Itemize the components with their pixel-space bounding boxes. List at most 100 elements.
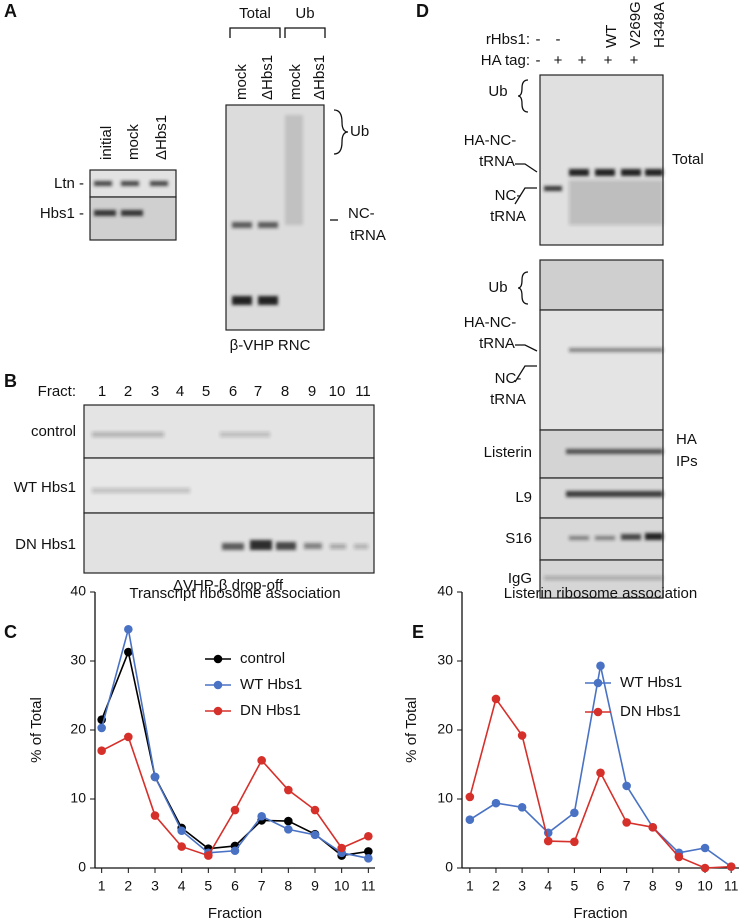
band-label: tRNA <box>490 208 526 225</box>
chart-title: Listerin ribosome association <box>504 585 697 602</box>
fraction-label: 1 <box>98 383 106 400</box>
fraction-label: 9 <box>308 383 316 400</box>
data-point <box>284 816 293 826</box>
y-tick-label: 40 <box>437 583 453 599</box>
condition: WT <box>603 25 620 48</box>
data-point <box>177 842 186 851</box>
data-point <box>648 822 658 832</box>
x-tick-label: 1 <box>98 878 106 894</box>
fract-label: Fract: <box>38 383 76 400</box>
brackets <box>229 27 538 383</box>
fraction-label: 6 <box>229 383 237 400</box>
legend-marker <box>593 707 603 717</box>
chart-title: Transcript ribosome association <box>129 585 340 602</box>
band-label: Ub <box>488 279 507 296</box>
condition: + <box>578 52 587 69</box>
condition: - <box>556 31 561 48</box>
data-point <box>517 731 527 740</box>
data-point <box>310 830 320 840</box>
condition: H348A <box>651 2 668 48</box>
data-point <box>622 781 631 791</box>
condition: + <box>604 52 613 69</box>
data-point <box>700 863 710 873</box>
data-point <box>364 854 373 863</box>
legend-label: DN Hbs1 <box>240 702 301 719</box>
condition: V269G <box>627 1 644 48</box>
y-tick-label: 30 <box>70 652 86 668</box>
data-point <box>622 818 631 827</box>
legend-marker <box>213 654 223 664</box>
data-point <box>491 798 501 808</box>
data-point <box>230 805 240 815</box>
condition: - <box>536 52 541 69</box>
fraction-label: 8 <box>281 383 289 400</box>
y-tick-label: 30 <box>437 652 453 668</box>
data-point <box>284 785 293 795</box>
band-label: NC- <box>495 370 522 387</box>
fraction-label: 10 <box>329 383 346 400</box>
fraction-label: 3 <box>151 383 159 400</box>
data-point <box>570 808 579 818</box>
fraction-label: 11 <box>355 383 371 400</box>
data-point <box>257 811 266 821</box>
data-point <box>596 768 605 778</box>
legend-marker <box>213 680 223 690</box>
condition: + <box>630 52 639 69</box>
x-axis-label: Fraction <box>208 905 262 922</box>
data-point <box>674 852 684 862</box>
data-point <box>700 843 710 853</box>
row-label: HA tag: <box>481 52 530 69</box>
row-label: WT Hbs1 <box>14 479 76 496</box>
y-tick-label: 0 <box>445 859 453 875</box>
x-tick-label: 2 <box>124 878 132 894</box>
band-label: tRNA <box>490 391 526 408</box>
data-point <box>726 862 736 871</box>
y-axis-label: % of Total <box>403 697 420 763</box>
x-tick-label: 7 <box>258 878 266 894</box>
x-axis-label: Fraction <box>573 905 627 922</box>
y-tick-label: 10 <box>437 790 453 806</box>
band-label: HA-NC- <box>464 314 517 331</box>
x-tick-label: 6 <box>231 878 239 894</box>
band-label: tRNA <box>479 153 515 170</box>
band-label: NC- <box>348 205 375 222</box>
lane-label: mock <box>125 124 142 160</box>
x-tick-label: 11 <box>361 878 376 894</box>
legend-marker <box>213 706 223 716</box>
y-tick-label: 10 <box>70 790 86 806</box>
y-tick-label: 20 <box>70 721 86 737</box>
blot-label: Listerin <box>484 444 532 461</box>
blot-label: S16 <box>505 530 532 547</box>
fraction-label: 5 <box>202 383 210 400</box>
data-point <box>465 815 475 824</box>
data-point <box>204 851 213 860</box>
panel-letter: C <box>4 622 17 642</box>
data-point <box>124 624 133 634</box>
legend-marker <box>593 678 603 688</box>
x-tick-label: 8 <box>284 878 292 894</box>
lane-label: initial <box>98 126 115 160</box>
data-point <box>465 792 475 802</box>
x-tick-label: 10 <box>697 878 713 894</box>
group-label: IPs <box>676 453 698 470</box>
bands <box>92 115 663 580</box>
data-point <box>364 847 373 856</box>
x-tick-label: 4 <box>544 878 552 894</box>
data-point <box>570 837 579 847</box>
fraction-label: 4 <box>176 383 184 400</box>
data-point <box>517 802 527 812</box>
x-tick-label: 3 <box>518 878 526 894</box>
data-point <box>596 661 605 671</box>
group-label: HA <box>676 431 697 448</box>
x-tick-label: 11 <box>724 878 739 894</box>
data-point <box>177 826 186 836</box>
row-label: rHbs1: <box>486 31 530 48</box>
band-label: tRNA <box>350 227 386 244</box>
series-line <box>469 665 732 868</box>
legend-label: WT Hbs1 <box>620 674 682 691</box>
series-line <box>100 649 369 857</box>
lane-label: mock <box>233 64 250 100</box>
blot-label: IgG <box>508 570 532 587</box>
x-tick-label: 4 <box>178 878 186 894</box>
